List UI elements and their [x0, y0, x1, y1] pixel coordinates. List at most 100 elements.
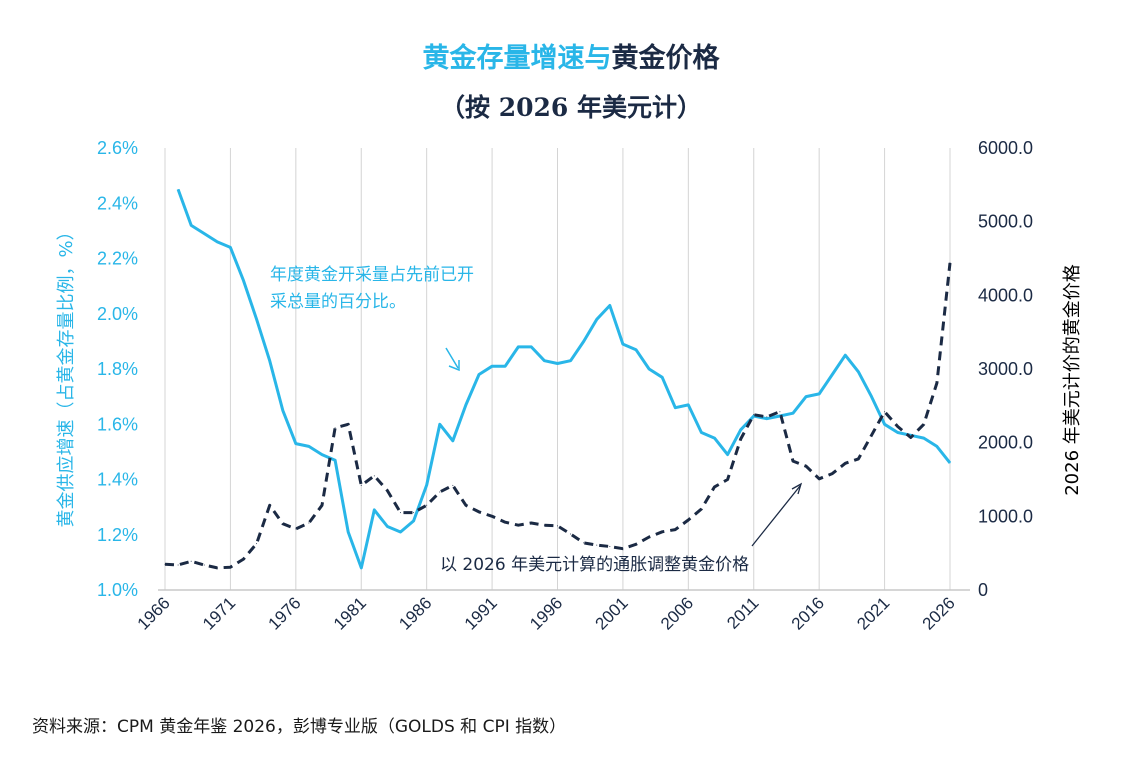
supply-point-2012 — [766, 418, 768, 420]
supply-point-2018 — [844, 354, 846, 356]
supply-point-2007 — [700, 432, 702, 434]
chart-area: 1966 1971 1976 1981 1986 1991 1996 2001 2006 2011… — [56, 138, 1083, 634]
supply-point-2002 — [635, 349, 637, 351]
price-point-2006 — [687, 519, 689, 521]
supply-point-2022 — [897, 432, 899, 434]
supply-point-1976 — [295, 443, 297, 445]
supply-point-1970 — [216, 241, 218, 243]
price-point-1983 — [386, 490, 388, 492]
price-point-1997 — [570, 533, 572, 535]
supply-annotation-line2: 采总量的百分比。 — [270, 292, 406, 312]
right-tick-3000.0: 3000.0 — [978, 359, 1033, 379]
price-point-1998 — [583, 542, 585, 544]
x-tick-2026: 2026 — [919, 593, 959, 633]
price-point-2020 — [871, 434, 872, 436]
supply-point-1972 — [243, 280, 244, 282]
x-tick-2011: 2011 — [723, 593, 762, 632]
price-point-1984 — [400, 512, 401, 514]
supply-point-1996 — [557, 362, 558, 364]
x-tick-2021: 2021 — [853, 593, 893, 633]
supply-point-2016 — [818, 393, 820, 395]
price-point-1988 — [452, 484, 454, 486]
supply-point-1975 — [282, 409, 284, 411]
gridlines — [164, 148, 951, 590]
supply-point-1985 — [413, 520, 415, 522]
right-tick-2000.0: 2000.0 — [978, 433, 1033, 453]
price-point-2025 — [936, 382, 938, 384]
supply-point-1969 — [203, 233, 205, 235]
supply-point-2009 — [727, 454, 729, 456]
supply-point-1998 — [583, 340, 585, 342]
supply-point-1983 — [386, 525, 388, 527]
supply-growth-points — [177, 188, 951, 569]
price-point-1975 — [282, 523, 284, 525]
right-tick-6000.0: 6000.0 — [978, 138, 1033, 158]
price-point-2005 — [674, 529, 676, 531]
supply-point-1981 — [360, 567, 362, 569]
price-point-2000 — [609, 546, 611, 548]
supply-point-1994 — [530, 346, 532, 348]
supply-point-2006 — [687, 404, 689, 406]
chart-subtitle: （按 2026 年美元计） — [440, 93, 702, 122]
right-axis-label: 2026 年美元计价的黄金价格 — [1062, 264, 1083, 496]
x-tick-2016: 2016 — [788, 593, 828, 633]
supply-point-1974 — [269, 360, 271, 362]
price-point-1992 — [504, 521, 506, 523]
price-annotation-arrow — [751, 482, 803, 547]
price-point-1982 — [373, 475, 375, 477]
supply-point-2005 — [674, 407, 676, 409]
left-tick-1.2%: 1.2% — [97, 525, 138, 545]
supply-point-1984 — [400, 531, 401, 533]
price-point-2003 — [648, 536, 650, 538]
x-tick-1996: 1996 — [526, 593, 566, 633]
supply-point-1991 — [491, 365, 493, 367]
price-point-1972 — [243, 558, 244, 560]
price-point-1990 — [478, 511, 480, 513]
supply-point-2015 — [805, 396, 807, 398]
price-point-1968 — [190, 560, 192, 562]
supply-point-2019 — [857, 371, 859, 373]
supply-annotation-arrow — [445, 347, 460, 372]
supply-point-2011 — [753, 415, 755, 417]
price-point-2007 — [700, 508, 702, 510]
supply-point-2025 — [936, 445, 938, 447]
supply-point-2001 — [622, 343, 624, 345]
right-axis-ticks: 0 1000.0 2000.0 3000.0 4000.0 5000.0 6000.0 — [978, 138, 1033, 600]
price-point-2023 — [910, 437, 912, 439]
price-point-2011 — [753, 414, 755, 416]
chart-title: 黄金存量增速与黄金价格 — [0, 36, 1142, 75]
supply-point-1971 — [229, 246, 231, 248]
left-axis-ticks: 1.0% 1.2% 1.4% 1.6% 1.8% 2.0% 2.2% 2.4% 2.6% — [97, 138, 138, 600]
left-tick-2.4%: 2.4% — [97, 193, 138, 213]
supply-point-1979 — [334, 459, 336, 461]
price-point-2004 — [661, 531, 663, 533]
supply-point-1967 — [177, 188, 179, 190]
x-axis-ticks: 1966 1971 1976 1981 1986 1991 1996 2001 2006 2011… — [134, 593, 959, 633]
price-point-2008 — [714, 486, 715, 488]
supply-point-2020 — [871, 396, 872, 398]
price-point-1971 — [229, 566, 231, 568]
supply-point-2026 — [949, 462, 951, 464]
x-tick-2001: 2001 — [592, 593, 632, 633]
supply-point-1990 — [478, 374, 480, 376]
x-tick-2006: 2006 — [657, 593, 697, 633]
right-tick-5000.0: 5000.0 — [978, 212, 1033, 232]
price-point-1985 — [413, 512, 415, 514]
price-point-2021 — [884, 411, 886, 413]
right-tick-0: 0 — [978, 580, 988, 600]
price-point-1986 — [426, 504, 428, 506]
supply-point-1993 — [517, 346, 519, 348]
x-tick-1991: 1991 — [461, 593, 501, 633]
price-point-2024 — [923, 423, 925, 425]
price-point-1999 — [596, 544, 598, 546]
gold-price-points — [164, 262, 951, 569]
price-point-2009 — [727, 479, 729, 480]
price-point-2018 — [844, 462, 846, 464]
left-tick-1.4%: 1.4% — [97, 470, 138, 490]
supply-point-1978 — [321, 454, 323, 456]
price-point-1969 — [203, 564, 205, 566]
right-tick-4000.0: 4000.0 — [978, 285, 1033, 305]
chart-title-part2: 黄金价格 — [611, 43, 720, 74]
left-axis-label: 黄金供应增速（占黄金存量比例，%） — [56, 222, 77, 527]
supply-point-2013 — [779, 415, 781, 417]
